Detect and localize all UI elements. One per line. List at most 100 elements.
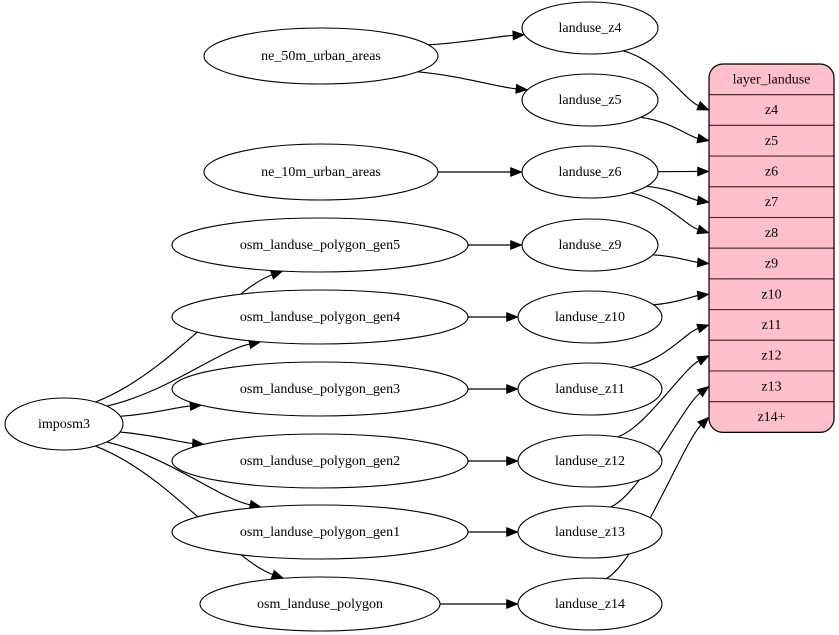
table-row-label-z10: z10 [761, 287, 781, 302]
edge-arrowhead [696, 195, 710, 206]
table-row-label-z12: z12 [761, 349, 781, 364]
node-landuse_z11[interactable]: landuse_z11 [517, 362, 663, 416]
node-label-landuse_z6: landuse_z6 [559, 165, 622, 180]
node-label-osm_landuse_polygon_gen1: osm_landuse_polygon_gen1 [240, 525, 400, 540]
node-landuse_z14[interactable]: landuse_z14 [517, 577, 663, 631]
node-label-osm_landuse_polygon_gen4: osm_landuse_polygon_gen4 [240, 310, 400, 325]
edge-landuse_z4-to-z4 [622, 50, 700, 107]
node-landuse_z10[interactable]: landuse_z10 [517, 290, 663, 344]
node-shape-osm_landuse_polygon_gen3 [171, 361, 469, 417]
node-landuse_z5[interactable]: landuse_z5 [521, 73, 659, 127]
nodes-layer: ne_50m_urban_areas ne_10m_urban_areasimpo… [4, 1, 663, 632]
node-label-landuse_z4: landuse_z4 [559, 21, 622, 36]
node-label-landuse_z9: landuse_z9 [559, 238, 622, 253]
layer-landuse-table[interactable]: layer_landuse z4 z5 z6 z7 z8 z9 z10 z11 z12 z13 z14… [708, 63, 835, 433]
edge-ne_50m_urban_areas-to-landuse_z4 [428, 34, 514, 46]
node-shape-osm_landuse_polygon_gen1 [171, 504, 469, 560]
table-row-z6[interactable] [709, 155, 834, 188]
node-ne_10m_urban_areas[interactable]: ne_10m_urban_areas [203, 143, 439, 201]
node-shape-landuse_z9 [521, 218, 659, 272]
node-label-landuse_z10: landuse_z10 [555, 310, 625, 325]
edge-landuse_z6-to-z8 [630, 192, 699, 231]
edge-arrowhead [696, 385, 710, 398]
node-label-ne_10m_urban_areas: ne_10m_urban_areas [261, 165, 381, 180]
table-row-z5[interactable] [709, 124, 834, 157]
node-label-landuse_z12: landuse_z12 [555, 454, 625, 469]
node-landuse_z4[interactable]: landuse_z4 [521, 1, 659, 55]
edge-arrowhead [510, 239, 523, 251]
edge-arrowhead [510, 166, 523, 178]
node-osm_landuse_polygon_gen3[interactable]: osm_landuse_polygon_gen3 [171, 361, 469, 417]
node-landuse_z6[interactable]: landuse_z6 [521, 145, 659, 199]
node-shape-landuse_z4 [521, 1, 659, 55]
node-shape-ne_50m_urban_areas [203, 27, 439, 85]
table-row-z14+[interactable] [709, 401, 834, 433]
node-label-landuse_z13: landuse_z13 [555, 525, 625, 540]
table-row-label-z4: z4 [765, 103, 778, 118]
edge-arrowhead [506, 383, 519, 395]
edge-arrowhead [696, 100, 710, 111]
node-shape-landuse_z6 [521, 145, 659, 199]
edge-landuse_z6-to-z7 [646, 185, 699, 202]
table-row-label-z13: z13 [761, 379, 781, 394]
edge-imposm3-to-osm_landuse_polygon_gen4 [106, 343, 251, 407]
node-landuse_z9[interactable]: landuse_z9 [521, 218, 659, 272]
table-row-z13[interactable] [709, 370, 834, 403]
table-row-label-z8: z8 [765, 226, 778, 241]
node-label-imposm3: imposm3 [38, 417, 90, 432]
table-row-label-z14+: z14+ [757, 410, 785, 425]
edge-arrowhead [512, 30, 526, 41]
node-shape-landuse_z11 [517, 362, 663, 416]
edge-arrowhead [506, 311, 519, 323]
table-row-z4[interactable] [709, 94, 834, 126]
node-label-osm_landuse_polygon_gen5: osm_landuse_polygon_gen5 [240, 238, 400, 253]
edge-landuse_z14-to-z14+ [605, 424, 702, 580]
node-shape-imposm3 [4, 397, 124, 451]
table-row-label-z9: z9 [765, 257, 778, 272]
node-landuse_z12[interactable]: landuse_z12 [517, 434, 663, 488]
table-outline [708, 63, 835, 433]
edge-imposm3-to-osm_landuse_polygon [95, 445, 274, 576]
table-row-label-z11: z11 [762, 318, 782, 333]
node-shape-osm_landuse_polygon [199, 576, 441, 632]
edge-landuse_z13-to-z13 [610, 392, 701, 508]
table-row-z10[interactable] [709, 278, 834, 311]
edge-imposm3-to-osm_landuse_polygon_gen5 [95, 274, 273, 403]
edge-arrowhead [696, 257, 710, 268]
edge-arrowhead [506, 598, 519, 610]
edges-layer [95, 30, 710, 610]
node-label-osm_landuse_polygon: osm_landuse_polygon [257, 597, 383, 612]
edge-landuse_z10-to-z10 [653, 294, 699, 306]
edge-imposm3-to-osm_landuse_polygon_gen3 [120, 405, 191, 417]
node-ne_50m_urban_areas[interactable]: ne_50m_urban_areas [203, 27, 439, 85]
node-osm_landuse_polygon_gen2[interactable]: osm_landuse_polygon_gen2 [171, 433, 469, 489]
node-shape-osm_landuse_polygon_gen2 [171, 433, 469, 489]
edge-landuse_z12-to-z12 [617, 360, 700, 438]
node-osm_landuse_polygon_gen4[interactable]: osm_landuse_polygon_gen4 [171, 289, 469, 345]
node-label-ne_50m_urban_areas: ne_50m_urban_areas [261, 49, 381, 64]
node-shape-landuse_z14 [517, 577, 663, 631]
edge-ne_50m_urban_areas-to-landuse_z5 [417, 71, 517, 90]
node-osm_landuse_polygon_gen5[interactable]: osm_landuse_polygon_gen5 [171, 217, 469, 273]
node-landuse_z13[interactable]: landuse_z13 [517, 505, 663, 559]
node-shape-ne_10m_urban_areas [203, 143, 439, 201]
table-row-z8[interactable] [709, 216, 834, 249]
edge-landuse_z5-to-z5 [640, 116, 699, 140]
edge-arrowhead [269, 270, 284, 280]
node-osm_landuse_polygon_gen1[interactable]: osm_landuse_polygon_gen1 [171, 504, 469, 560]
node-label-landuse_z11: landuse_z11 [555, 382, 624, 397]
edge-arrowhead [697, 166, 710, 177]
edge-arrowhead [270, 569, 285, 580]
edge-arrowhead [696, 224, 710, 235]
node-imposm3[interactable]: imposm3 [4, 397, 124, 451]
table-header-label: layer_landuse [733, 72, 811, 87]
node-shape-landuse_z12 [517, 434, 663, 488]
edge-landuse_z9-to-z9 [652, 254, 699, 264]
edge-arrowhead [506, 526, 519, 538]
node-shape-osm_landuse_polygon_gen4 [171, 289, 469, 345]
table-row-z7[interactable] [709, 186, 834, 219]
node-osm_landuse_polygon[interactable]: osm_landuse_polygon [199, 576, 441, 632]
edge-imposm3-to-osm_landuse_polygon_gen2 [120, 431, 194, 445]
edge-landuse_z11-to-z11 [629, 327, 699, 368]
